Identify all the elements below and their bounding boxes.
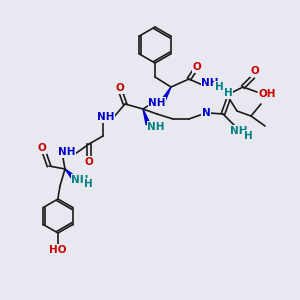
Text: NH: NH xyxy=(148,98,166,108)
Polygon shape xyxy=(143,109,150,124)
Text: H: H xyxy=(214,82,224,92)
Text: O: O xyxy=(38,143,46,153)
Text: O: O xyxy=(85,157,93,167)
Text: HO: HO xyxy=(49,245,67,255)
Text: H: H xyxy=(224,88,232,98)
Text: O: O xyxy=(193,62,201,72)
Text: H: H xyxy=(84,179,92,189)
Polygon shape xyxy=(161,87,171,102)
Text: NH: NH xyxy=(230,126,248,136)
Text: OH: OH xyxy=(258,89,276,99)
Text: N: N xyxy=(202,108,210,118)
Text: NH: NH xyxy=(201,78,219,88)
Text: NH: NH xyxy=(71,175,89,185)
Text: NH: NH xyxy=(97,112,115,122)
Text: NH: NH xyxy=(147,122,165,132)
Polygon shape xyxy=(65,169,74,178)
Text: NH: NH xyxy=(58,147,76,157)
Text: H: H xyxy=(244,131,252,141)
Text: O: O xyxy=(250,66,260,76)
Text: O: O xyxy=(116,83,124,93)
